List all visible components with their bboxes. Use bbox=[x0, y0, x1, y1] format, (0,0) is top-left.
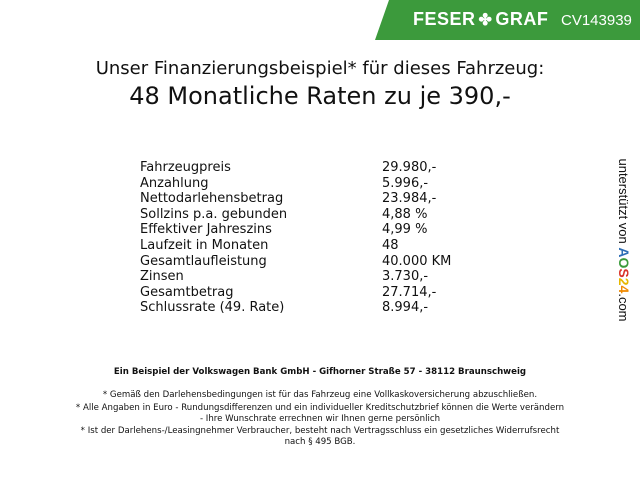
aos24-logo: AOS24 bbox=[616, 247, 632, 294]
table-row: Laufzeit in Monaten 48 bbox=[140, 238, 460, 254]
supported-by: unterstützt von AOS24.com bbox=[616, 158, 632, 321]
note-3a: * Ist der Darlehens-/Leasingnehmer Verbr… bbox=[80, 426, 560, 436]
row-value: 27.714,- bbox=[382, 284, 437, 300]
bank-info: Ein Beispiel der Volkswagen Bank GmbH - … bbox=[113, 367, 527, 377]
table-row: Anzahlung 5.996,- bbox=[140, 176, 460, 192]
table-row: Schlussrate (49. Rate) 8.994,- bbox=[140, 300, 460, 316]
table-row: Effektiver Jahreszins 4,99 % bbox=[140, 222, 460, 238]
brand-right: GRAF bbox=[495, 9, 549, 29]
table-row: Fahrzeugpreis 29.980,- bbox=[140, 160, 460, 176]
row-label: Laufzeit in Monaten bbox=[140, 237, 269, 253]
row-value: 5.996,- bbox=[382, 175, 429, 191]
brand-logo: FESER ✤ GRAF bbox=[413, 9, 548, 30]
row-label: Gesamtlaufleistung bbox=[140, 253, 267, 269]
note-3b: nach § 495 BGB. bbox=[284, 437, 356, 447]
row-value: 40.000 KM bbox=[382, 253, 452, 269]
row-value: 23.984,- bbox=[382, 191, 437, 207]
supported-by-suffix: .com bbox=[616, 293, 631, 322]
table-row: Zinsen 3.730,- bbox=[140, 269, 460, 285]
row-label: Zinsen bbox=[140, 269, 184, 285]
finance-table: Fahrzeugpreis 29.980,- Anzahlung 5.996,- Net… bbox=[140, 160, 460, 316]
clover-icon: ✤ bbox=[478, 12, 493, 29]
supported-by-text: unterstützt von bbox=[616, 158, 631, 244]
row-value: 3.730,- bbox=[382, 269, 429, 285]
row-value: 4,88 % bbox=[382, 206, 428, 222]
table-row: Gesamtbetrag 27.714,- bbox=[140, 285, 460, 301]
table-row: Sollzins p.a. gebunden 4,88 % bbox=[140, 207, 460, 223]
row-label: Sollzins p.a. gebunden bbox=[140, 206, 288, 222]
brand-banner: FESER ✤ GRAF CV143939 bbox=[375, 0, 640, 40]
row-value: 48 bbox=[382, 237, 399, 253]
note-1: * Gemäß den Darlehensbedingungen ist für… bbox=[102, 390, 538, 400]
title-line1: Unser Finanzierungsbeispiel* für dieses … bbox=[95, 58, 545, 79]
row-label: Fahrzeugpreis bbox=[140, 160, 231, 175]
note-2b: - Ihre Wunschrate errechnen wir Ihnen ge… bbox=[199, 414, 441, 424]
brand-left: FESER bbox=[413, 9, 476, 29]
table-row: Nettodarlehensbetrag 23.984,- bbox=[140, 191, 460, 207]
row-value: 4,99 % bbox=[382, 222, 428, 238]
row-label: Schlussrate (49. Rate) bbox=[140, 300, 285, 316]
row-value: 8.994,- bbox=[382, 300, 429, 316]
vehicle-code: CV143939 bbox=[561, 12, 632, 29]
row-label: Effektiver Jahreszins bbox=[140, 222, 272, 238]
row-label: Gesamtbetrag bbox=[140, 284, 234, 300]
table-row: Gesamtlaufleistung 40.000 KM bbox=[140, 254, 460, 270]
title-line2: 48 Monatliche Raten zu je 390,- bbox=[129, 82, 511, 110]
row-label: Nettodarlehensbetrag bbox=[140, 191, 284, 207]
row-label: Anzahlung bbox=[140, 175, 209, 191]
row-value: 29.980,- bbox=[382, 160, 437, 175]
note-2a: * Alle Angaben in Euro - Rundungsdiffere… bbox=[75, 403, 565, 413]
